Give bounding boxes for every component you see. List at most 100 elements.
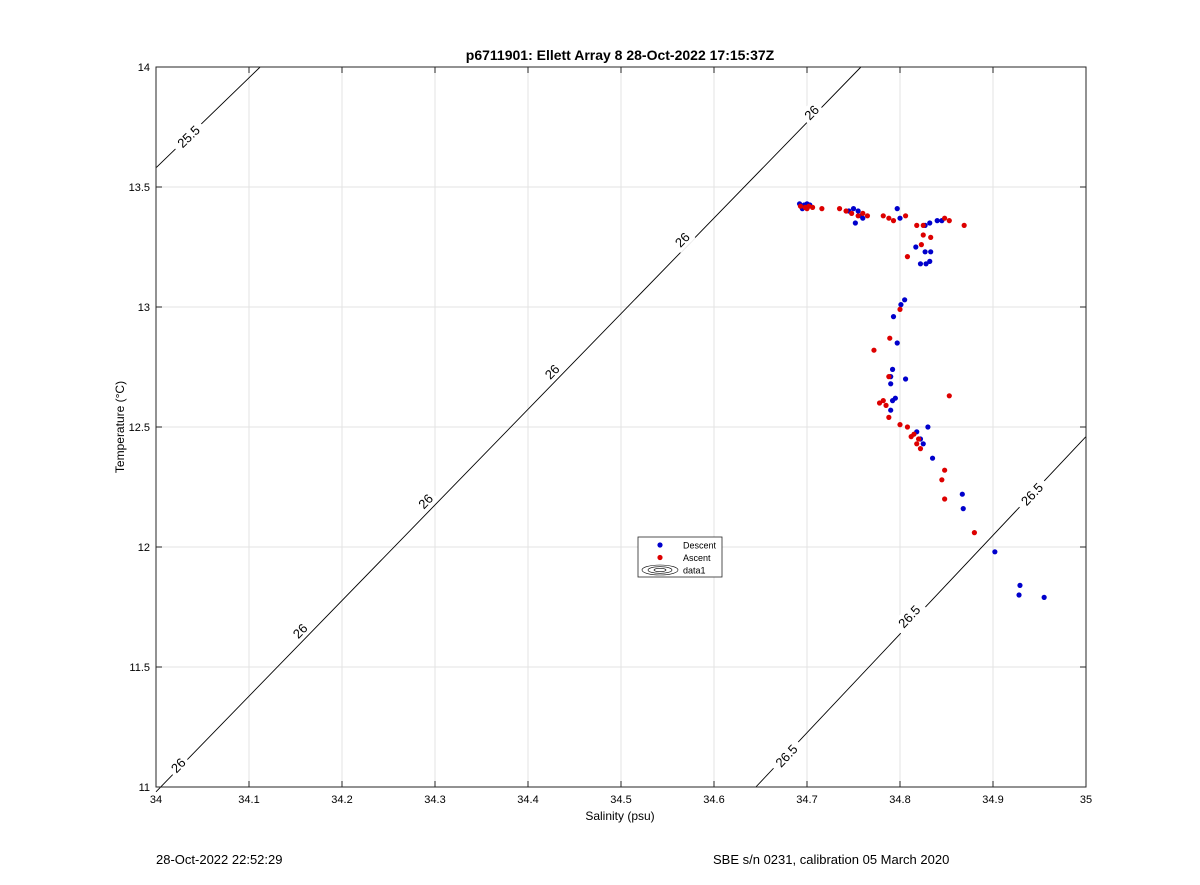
y-tick-label: 14	[138, 62, 150, 74]
ascent-point	[876, 400, 883, 406]
ascent-point	[908, 434, 914, 440]
ascent-point	[961, 222, 967, 228]
ascent-point	[897, 306, 903, 312]
ascent-point	[904, 254, 911, 260]
ascent-point	[904, 424, 911, 430]
descent-point	[992, 549, 998, 555]
ascent-point	[914, 441, 920, 447]
contour-label-group: 26	[287, 617, 314, 645]
contour-label-gap	[669, 226, 696, 253]
descent-point	[889, 398, 896, 404]
contour-label-group: 26	[165, 752, 192, 779]
descent-point	[927, 220, 933, 226]
ascent-point	[917, 446, 924, 452]
descent-point	[928, 249, 934, 255]
ascent-point	[864, 213, 871, 219]
descent-point	[855, 208, 861, 214]
isopycnal-line	[155, 66, 862, 793]
contour-label-group: 26	[539, 358, 566, 385]
chart-title: p6711901: Ellett Array 8 28-Oct-2022 17:…	[466, 47, 775, 63]
ascent-point	[860, 210, 866, 216]
ascent-point	[886, 374, 892, 380]
descent-point	[902, 376, 909, 382]
x-tick-label: 34.8	[889, 794, 910, 806]
contour-label-group: 26.5	[891, 598, 928, 636]
ascent-point	[918, 242, 924, 248]
ascent-point	[843, 208, 849, 214]
axis-ticks: 34 34.1 34.2 34.3 34.4 34.5 34.6 34.7 34.8 34.9 35…	[129, 62, 1093, 806]
ascent-point	[914, 222, 920, 228]
ascent-point	[916, 436, 922, 442]
descent-point	[959, 491, 965, 497]
descent-point	[923, 261, 929, 267]
ascent-point	[887, 335, 893, 341]
x-tick-label: 35	[1080, 794, 1092, 806]
x-tick-label: 34.4	[517, 794, 538, 806]
legend-descent-label: Descent	[683, 541, 717, 551]
contour-label-gap	[287, 617, 314, 645]
ascent-point	[939, 477, 945, 483]
data-points	[796, 201, 1047, 601]
x-tick-label: 34	[150, 794, 162, 806]
ascent-point	[855, 213, 861, 219]
x-tick-label: 34.5	[610, 794, 631, 806]
ascent-point	[819, 206, 825, 212]
descent-point	[927, 258, 933, 264]
ascent-point	[946, 393, 952, 399]
contour-label-gap	[170, 118, 208, 155]
descent-point	[1016, 592, 1022, 598]
contour-label-gap	[768, 737, 805, 775]
ascent-point	[946, 218, 952, 224]
ascent-point	[942, 215, 948, 221]
descent-point	[898, 302, 904, 308]
legend-data1-label: data1	[683, 566, 706, 576]
ascent-point	[883, 402, 889, 408]
descent-point	[888, 407, 894, 413]
ascent-point	[942, 496, 948, 502]
legend-ascent-label: Ascent	[683, 553, 711, 563]
legend-box	[637, 536, 723, 578]
ascent-point	[897, 422, 903, 428]
legend: Descent Ascent data1	[637, 536, 723, 578]
ascent-point	[920, 222, 926, 228]
ascent-point	[809, 204, 816, 210]
descent-point	[894, 340, 900, 346]
contour-label-gap	[412, 488, 439, 515]
ascent-point	[804, 206, 810, 212]
descent-point	[888, 381, 894, 387]
ascent-point	[871, 347, 877, 353]
descent-point	[889, 366, 896, 372]
descent-point	[850, 206, 857, 212]
ascent-point	[880, 213, 886, 219]
x-tick-label: 34.2	[331, 794, 352, 806]
descent-point	[1041, 594, 1047, 601]
y-tick-label: 12	[138, 542, 150, 554]
descent-point	[894, 206, 900, 212]
ascent-point	[880, 398, 886, 404]
descent-point	[929, 455, 936, 461]
legend-ascent-marker	[657, 554, 663, 561]
y-tick-label: 13	[138, 302, 150, 314]
x-tick-label: 34.9	[982, 794, 1003, 806]
descent-point	[897, 215, 903, 221]
contour-label-gap	[798, 99, 825, 126]
descent-point	[902, 297, 908, 303]
ascent-point	[920, 232, 926, 238]
x-tick-label: 34.6	[703, 794, 724, 806]
isopycnal-line	[155, 66, 261, 169]
descent-point	[920, 441, 926, 447]
contour-label-gap	[539, 358, 566, 385]
y-tick-label: 11.5	[129, 662, 150, 674]
descent-point	[934, 218, 940, 224]
descent-point	[922, 249, 928, 255]
y-tick-label: 12.5	[129, 422, 150, 434]
y-axis-label: Temperature (°C)	[113, 381, 127, 473]
ascent-point	[886, 414, 892, 420]
contour-label-group: 26	[798, 99, 825, 126]
y-tick-label: 13.5	[129, 182, 150, 194]
descent-point	[925, 424, 931, 430]
contour-label-gap	[165, 752, 192, 779]
legend-contour-icon	[641, 564, 679, 576]
y-tick-label: 11	[139, 782, 150, 794]
